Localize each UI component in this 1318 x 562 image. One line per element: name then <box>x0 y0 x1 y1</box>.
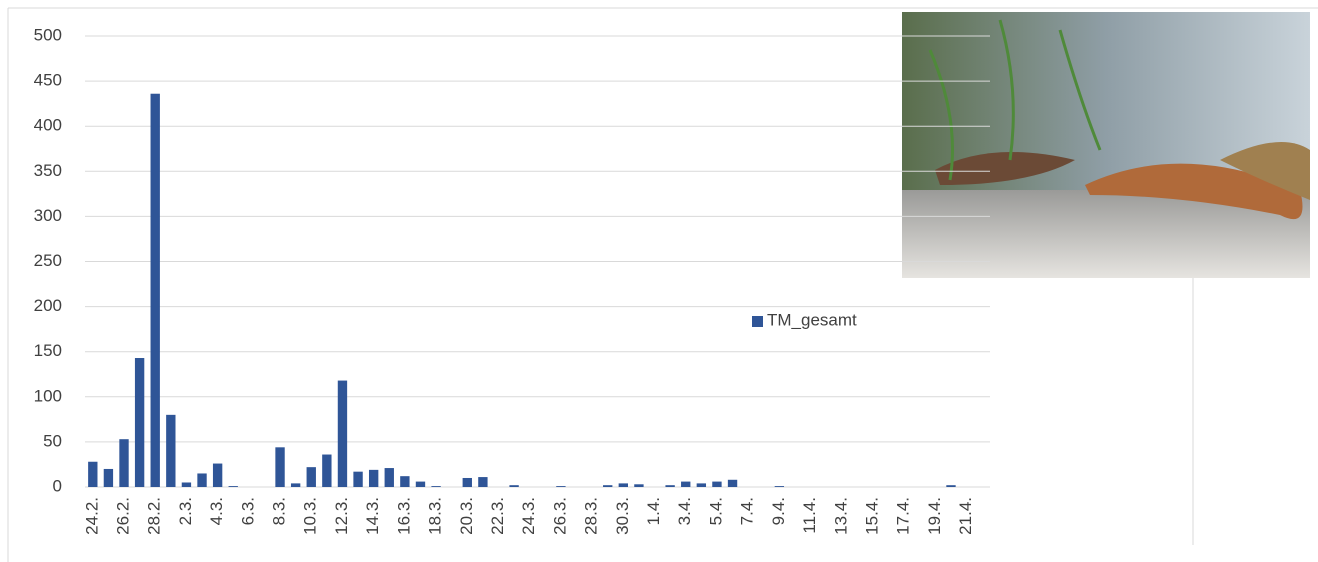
bar <box>774 486 785 487</box>
y-tick-label: 200 <box>34 296 62 315</box>
bar <box>306 467 316 487</box>
y-tick-label: 350 <box>34 161 62 180</box>
bar <box>228 486 238 487</box>
bar <box>368 469 379 487</box>
x-tick-label: 9.4. <box>769 497 788 525</box>
x-tick-label: 5.4. <box>706 497 725 525</box>
x-tick-label: 14.3. <box>363 497 382 535</box>
x-tick-label: 6.3. <box>238 497 257 525</box>
bar <box>88 461 98 487</box>
y-tick-label: 50 <box>43 431 62 450</box>
y-tick-label: 400 <box>34 116 62 135</box>
y-tick-label: 500 <box>34 25 62 44</box>
x-tick-label: 26.3. <box>550 497 569 535</box>
photo <box>902 12 1310 278</box>
x-tick-label: 17.4. <box>894 497 913 535</box>
bar <box>337 380 348 487</box>
x-tick-label: 4.3. <box>207 497 226 525</box>
x-tick-label: 13.4. <box>831 497 850 535</box>
bar <box>696 483 707 487</box>
x-tick-label: 28.2. <box>145 497 164 535</box>
y-tick-label: 250 <box>34 251 62 270</box>
x-tick-label: 11.4. <box>800 497 819 534</box>
bar <box>212 463 223 487</box>
bar <box>634 484 644 487</box>
x-tick-label: 18.3. <box>426 497 445 535</box>
x-tick-label: 7.4. <box>738 497 757 525</box>
bar <box>478 477 488 487</box>
x-tick-label: 16.3. <box>394 497 413 535</box>
y-tick-label: 150 <box>34 341 62 360</box>
y-tick-label: 100 <box>34 386 62 405</box>
x-tick-label: 24.2. <box>82 497 101 535</box>
bar <box>556 486 566 487</box>
bar <box>603 485 613 487</box>
x-tick-label: 22.3. <box>488 497 507 535</box>
x-tick-label: 2.3. <box>176 497 195 525</box>
bar <box>353 471 363 487</box>
bar <box>681 481 691 487</box>
bar <box>119 439 129 487</box>
x-tick-label: 30.3. <box>613 497 632 535</box>
bar <box>181 482 192 487</box>
y-tick-label: 0 <box>53 476 62 495</box>
bar <box>618 483 628 487</box>
x-tick-label: 20.3. <box>457 497 476 535</box>
bar <box>166 414 176 487</box>
bar <box>462 477 472 487</box>
x-tick-label: 19.4. <box>925 497 944 535</box>
bar <box>197 473 207 487</box>
bar <box>275 447 285 487</box>
x-tick-label: 24.3. <box>519 497 538 535</box>
bar <box>665 485 675 487</box>
bar <box>290 483 301 487</box>
bar <box>946 485 956 487</box>
y-tick-label: 300 <box>34 206 62 225</box>
x-tick-label: 8.3. <box>270 497 289 525</box>
bar <box>103 468 114 487</box>
x-tick-label: 28.3. <box>582 497 601 535</box>
x-tick-label: 10.3. <box>301 497 320 535</box>
bar <box>400 476 410 487</box>
x-tick-label: 26.2. <box>113 497 132 535</box>
legend-swatch <box>752 316 763 327</box>
bar <box>415 481 426 487</box>
x-tick-label: 12.3. <box>332 497 351 535</box>
x-tick-label: 3.4. <box>675 497 694 525</box>
bar <box>509 485 519 487</box>
bar <box>431 486 441 487</box>
y-tick-label: 450 <box>34 71 62 90</box>
x-tick-label: 1.4. <box>644 497 663 525</box>
legend-label: TM_gesamt <box>767 310 857 329</box>
bar <box>134 358 145 487</box>
bar <box>712 481 722 487</box>
bar <box>150 93 160 487</box>
x-tick-label: 15.4. <box>862 497 881 535</box>
bar <box>384 468 394 487</box>
bar <box>322 454 332 487</box>
bar <box>727 479 738 487</box>
x-tick-label: 21.4. <box>956 497 975 535</box>
